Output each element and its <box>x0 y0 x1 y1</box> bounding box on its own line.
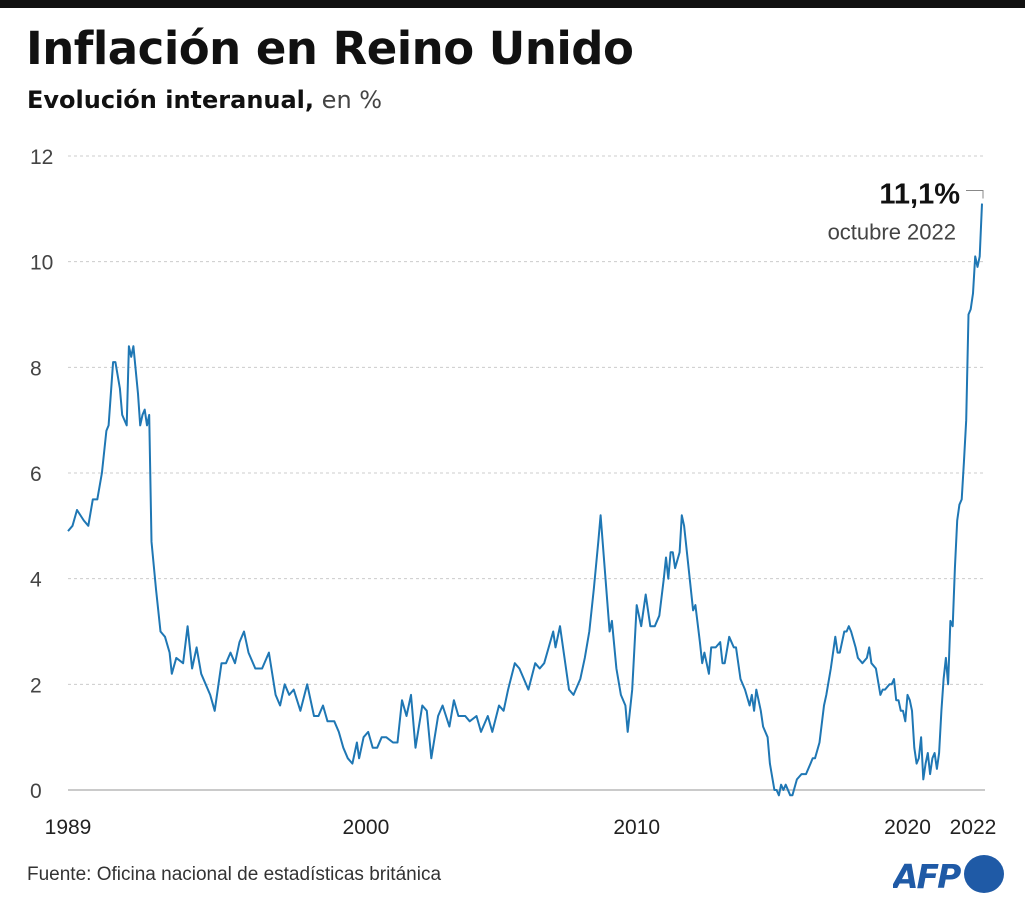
chart-subtitle: Evolución interanual, en % <box>27 86 382 114</box>
x-tick-label: 2022 <box>950 816 997 839</box>
annotation-leader <box>966 190 984 199</box>
annotation-label: octubre 2022 <box>828 220 956 245</box>
x-tick-label: 2000 <box>343 816 390 839</box>
y-tick-label: 8 <box>30 357 42 380</box>
series-line <box>67 203 983 797</box>
y-tick-label: 6 <box>30 463 42 486</box>
line-chart: 0 2 4 6 8 10 12 1989 2000 2010 2020 2022 11,1% octu… <box>30 146 997 839</box>
top-bar <box>0 0 1025 8</box>
x-tick-label: 1989 <box>45 816 92 839</box>
x-tick-label: 2010 <box>613 816 660 839</box>
x-tick-label: 2020 <box>884 816 931 839</box>
y-tick-label: 0 <box>30 780 42 803</box>
y-tick-label: 2 <box>30 674 42 697</box>
y-tick-label: 12 <box>30 146 53 169</box>
chart-title: Inflación en Reino Unido <box>26 22 634 75</box>
subtitle-bold: Evolución interanual, <box>27 86 315 114</box>
source-note: Fuente: Oficina nacional de estadísticas… <box>27 864 442 885</box>
y-tick-label: 10 <box>30 252 53 275</box>
annotation-value: 11,1% <box>879 179 960 211</box>
afp-logo: AFP <box>893 855 1004 896</box>
svg-text:AFP: AFP <box>893 857 961 896</box>
subtitle-unit: en % <box>321 86 383 114</box>
y-tick-label: 4 <box>30 569 42 592</box>
